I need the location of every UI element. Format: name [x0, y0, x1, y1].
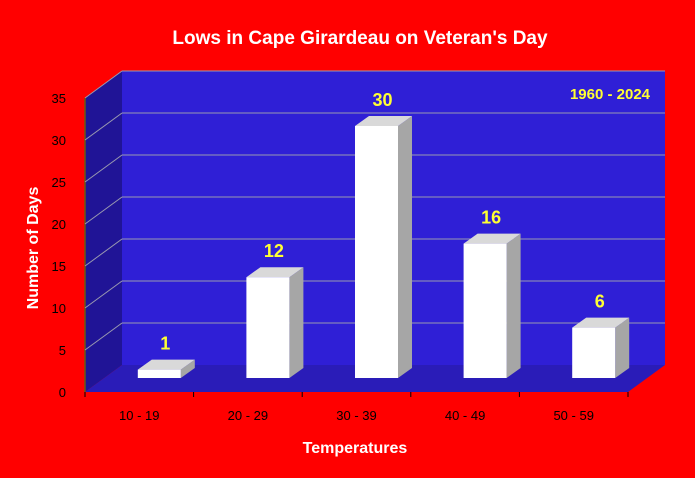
gridline-side — [84, 238, 123, 267]
bar — [246, 267, 304, 378]
gridline-side — [84, 280, 123, 309]
year-range-annotation: 1960 - 2024 — [570, 86, 651, 103]
y-tick-label: 35 — [52, 91, 66, 106]
bar — [572, 317, 630, 378]
bar-top — [463, 233, 521, 244]
gridline-side — [84, 196, 123, 225]
data-label: 12 — [264, 241, 284, 261]
y-tick-labels: 0 5 10 15 20 25 30 35 — [52, 91, 66, 400]
y-tick-label: 0 — [59, 385, 66, 400]
bar-front — [463, 243, 507, 378]
y-tick-label: 25 — [52, 175, 66, 190]
y-tick-label: 20 — [52, 217, 66, 232]
bar-front — [246, 277, 290, 378]
bar-side — [289, 267, 304, 378]
bar-front — [355, 126, 398, 378]
bar-side — [180, 359, 195, 378]
floor — [85, 365, 665, 392]
bar — [355, 116, 412, 378]
bar-top — [137, 359, 195, 370]
chart-title: Lows in Cape Girardeau on Veteran's Day — [172, 28, 548, 49]
x-tick-labels: 10 - 19 20 - 29 30 - 39 40 - 49 50 - 59 — [84, 392, 629, 423]
bar-top — [246, 267, 304, 278]
y-axis-title: Number of Days — [25, 187, 42, 310]
bar-side — [398, 116, 412, 378]
bar-side — [506, 233, 521, 378]
bar-front — [572, 327, 616, 378]
x-tick-label: 20 - 29 — [228, 408, 268, 423]
data-label: 30 — [372, 90, 392, 110]
data-labels: 1 12 30 16 6 — [160, 90, 604, 354]
gridline-side — [84, 112, 123, 141]
bar — [463, 233, 521, 378]
bar-front — [137, 369, 181, 378]
x-tick-label: 30 - 39 — [336, 408, 376, 423]
gridline-side — [84, 154, 123, 183]
bar-top — [572, 317, 630, 328]
x-axis-title: Temperatures — [303, 440, 408, 457]
bar-side — [615, 317, 630, 378]
y-tick-label: 10 — [52, 301, 66, 316]
x-tick-label: 40 - 49 — [445, 408, 485, 423]
data-label: 1 — [160, 334, 170, 354]
x-tick-label: 50 - 59 — [553, 408, 593, 423]
y-tick-label: 30 — [52, 133, 66, 148]
x-tick-label: 10 - 19 — [119, 408, 159, 423]
bar-top — [355, 116, 412, 126]
y-tick-label: 5 — [59, 343, 66, 358]
side-wall — [85, 71, 122, 392]
bar — [137, 359, 195, 378]
y-tick-label: 15 — [52, 259, 66, 274]
gridline-side — [84, 322, 123, 351]
data-label: 6 — [595, 292, 605, 312]
gridline-side — [84, 70, 123, 99]
data-label: 16 — [481, 208, 501, 228]
bars — [137, 116, 630, 378]
